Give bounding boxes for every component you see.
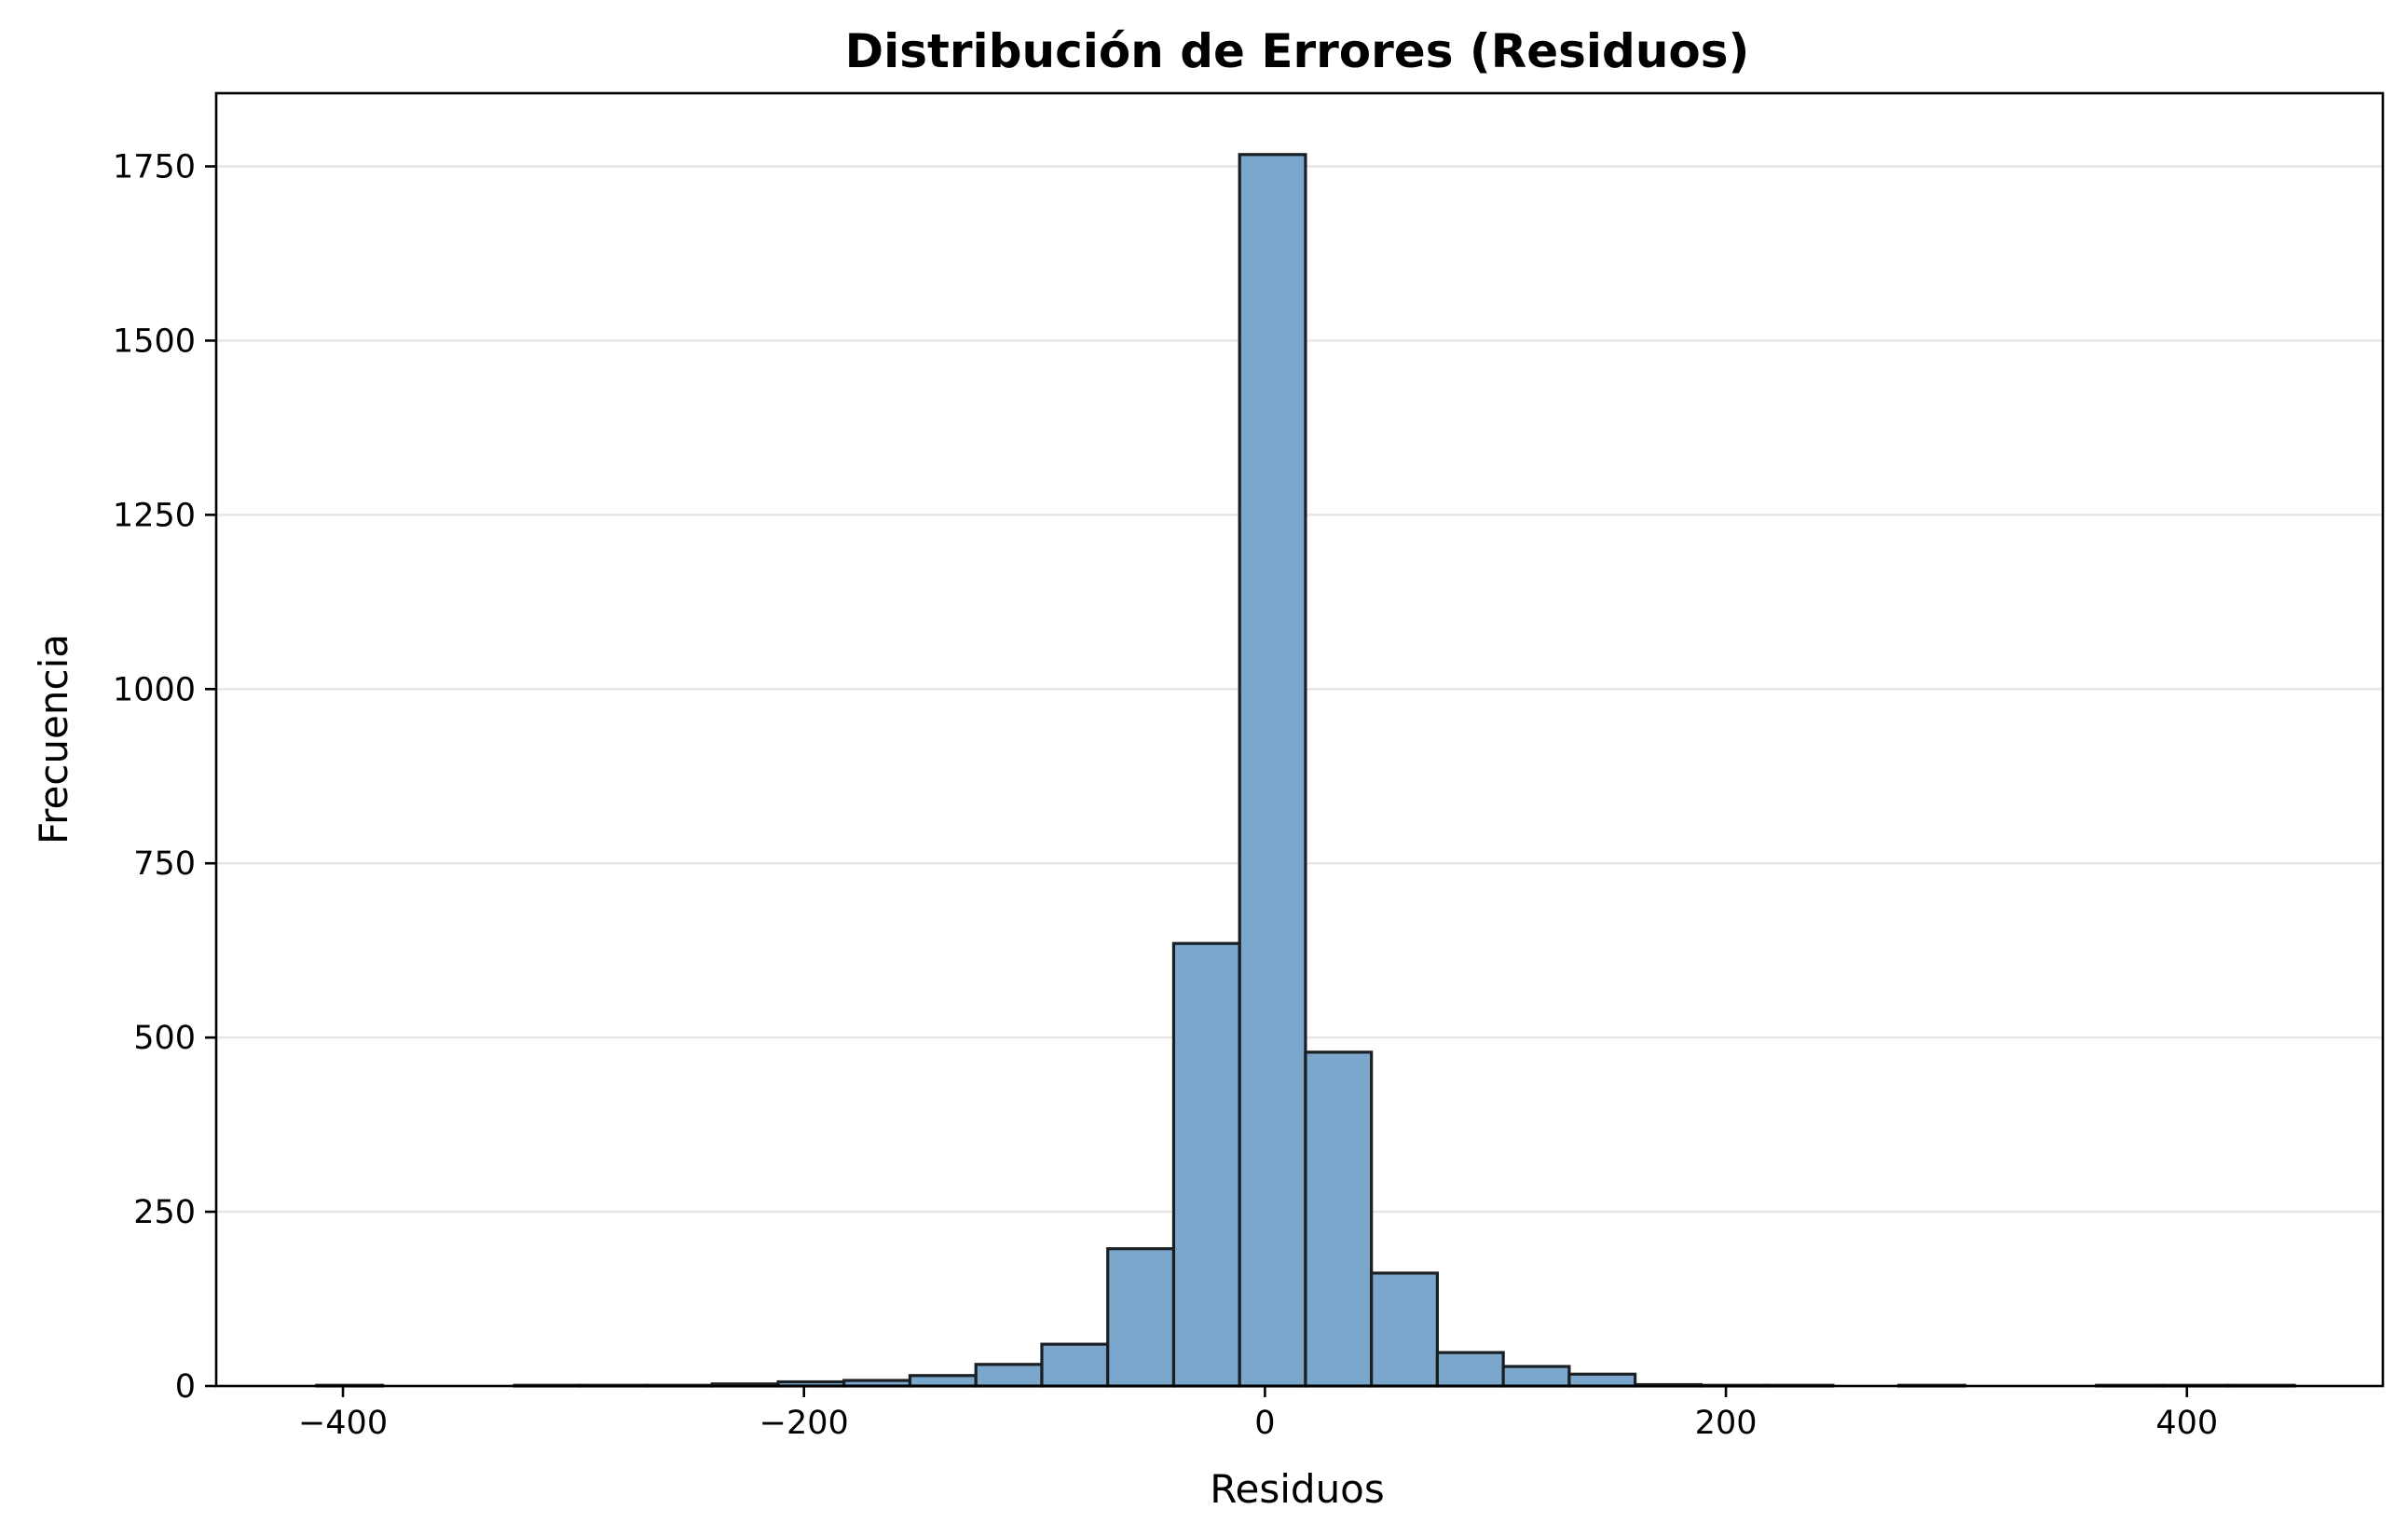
y-tick-label: 1500 xyxy=(113,322,196,360)
histogram-bars xyxy=(315,153,2296,1388)
histogram-bar xyxy=(1501,1365,1571,1388)
y-tick-label: 250 xyxy=(133,1194,196,1231)
y-tick-label: 0 xyxy=(175,1368,196,1406)
x-tick-label: 200 xyxy=(1695,1405,1758,1442)
histogram-bar xyxy=(1171,941,1241,1388)
histogram-bar xyxy=(1106,1247,1176,1388)
histogram-bar xyxy=(1040,1342,1110,1388)
histogram-bar xyxy=(1567,1372,1637,1388)
x-axis-label: Residuos xyxy=(1210,1466,1385,1512)
histogram-bar xyxy=(1435,1351,1505,1388)
x-tick-label: 0 xyxy=(1254,1405,1275,1442)
x-tick-label: 400 xyxy=(2155,1405,2218,1442)
x-tick-label: −200 xyxy=(759,1405,849,1442)
y-tick-label: 500 xyxy=(133,1020,196,1057)
plot-frame xyxy=(214,91,2385,1388)
x-axis-ticks: −400 −200 0 200 400 xyxy=(298,1386,2218,1442)
y-tick-label: 1250 xyxy=(113,497,196,534)
chart-title: Distribución de Errores (Residuos) xyxy=(845,24,1750,78)
x-tick-label: −400 xyxy=(298,1405,388,1442)
y-tick-label: 1750 xyxy=(113,149,196,186)
histogram-bar xyxy=(1370,1271,1440,1388)
histogram-bar xyxy=(1238,153,1307,1388)
y-tick-label: 1000 xyxy=(113,671,196,708)
histogram-bar xyxy=(974,1363,1044,1388)
histogram-bar xyxy=(1304,1050,1374,1388)
y-axis-label: Frecuencia xyxy=(31,634,76,844)
y-tick-label: 750 xyxy=(133,845,196,883)
y-axis-ticks: 0 250 500 750 1000 1250 1500 1750 xyxy=(113,149,216,1406)
histogram-bar xyxy=(908,1374,978,1388)
